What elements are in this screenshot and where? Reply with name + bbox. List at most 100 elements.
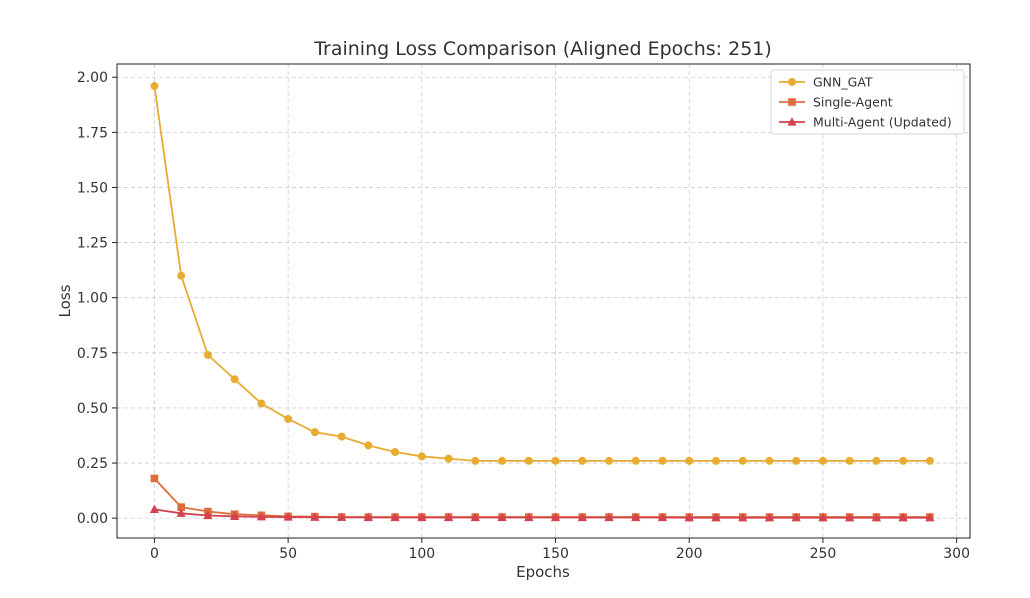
data-point [657, 512, 668, 522]
data-point [149, 504, 160, 513]
y-tick-label: 1.50 [77, 180, 108, 196]
data-point [310, 428, 319, 437]
series-line [153, 477, 930, 518]
data-point [363, 512, 373, 522]
data-point [711, 456, 720, 465]
plot-frame [116, 63, 971, 539]
legend-label: Multi-Agent (Updated) [813, 115, 952, 130]
data-point [176, 508, 186, 517]
data-point [765, 456, 774, 465]
data-point [283, 512, 293, 521]
series-line [154, 508, 930, 519]
data-point [471, 456, 480, 465]
legend-swatch-marker [788, 98, 796, 106]
data-point [631, 512, 641, 522]
x-axis-label: Epochs [516, 563, 570, 581]
legend: GNN_GAT Single-Agent Multi-Agent (Updated) [770, 69, 965, 135]
data-point [791, 512, 801, 522]
series-multi-agent-updated [149, 504, 935, 522]
data-point [203, 351, 212, 360]
data-point [230, 375, 239, 384]
data-point [150, 474, 159, 483]
data-point [818, 456, 827, 465]
x-tick-label: 250 [810, 546, 837, 562]
x-tick-label: 100 [408, 546, 435, 562]
data-point [498, 456, 507, 465]
data-point [284, 414, 293, 423]
data-point [364, 441, 373, 450]
data-point [444, 454, 453, 463]
series-gnn-gat [150, 82, 934, 465]
data-point [845, 456, 854, 465]
legend-swatch-marker [788, 78, 796, 86]
data-point [871, 512, 882, 522]
data-point [764, 512, 775, 522]
data-point [310, 512, 320, 521]
data-point [925, 512, 935, 522]
data-point [925, 456, 934, 465]
series-line [153, 85, 930, 462]
data-point [845, 512, 855, 522]
x-tick-label: 0 [150, 546, 159, 562]
series-single-agent [150, 474, 934, 521]
data-point [872, 456, 881, 465]
data-point [257, 399, 266, 408]
x-tick-label: 200 [676, 546, 703, 562]
data-point [150, 82, 159, 91]
y-tick-label: 1.75 [77, 125, 108, 141]
data-point [524, 456, 533, 465]
legend-item: GNN_GAT [779, 75, 873, 90]
data-point [417, 452, 426, 461]
data-point [577, 512, 587, 522]
data-point [256, 512, 266, 521]
data-point [631, 456, 640, 465]
legend-swatch-marker [787, 117, 797, 126]
data-point [390, 512, 400, 522]
data-point [551, 456, 560, 465]
chart-title: Training Loss Comparison (Aligned Epochs… [313, 38, 772, 60]
data-point [792, 456, 801, 465]
data-point [337, 512, 347, 521]
y-tick-label: 0.25 [77, 456, 108, 472]
data-point [711, 512, 721, 522]
data-point [470, 512, 480, 522]
x-tick-label: 300 [943, 546, 970, 562]
legend-label: GNN_GAT [813, 75, 873, 90]
y-tick-label: 0.75 [77, 346, 108, 362]
data-point [605, 456, 614, 465]
x-tick-label: 150 [542, 546, 569, 562]
data-point [685, 456, 694, 465]
y-tick-label: 1.00 [77, 291, 108, 307]
data-point [898, 512, 908, 522]
y-tick-label: 0.00 [77, 511, 108, 527]
legend-label: Single-Agent [813, 95, 893, 110]
y-axis-label: Loss [56, 284, 74, 317]
plot-series [149, 82, 935, 522]
y-tick-label: 0.50 [77, 401, 108, 417]
data-point [417, 512, 427, 522]
legend-item: Multi-Agent (Updated) [779, 115, 952, 130]
data-point [658, 456, 667, 465]
data-point [337, 432, 346, 441]
data-point [578, 456, 587, 465]
data-point [684, 512, 694, 522]
data-point [497, 512, 507, 522]
data-point [443, 512, 454, 522]
legend-item: Single-Agent [779, 95, 893, 110]
data-point [203, 510, 213, 520]
data-point [177, 271, 186, 280]
data-point [230, 511, 240, 520]
y-tick-label: 2.00 [77, 70, 108, 86]
y-tick-label: 1.25 [77, 236, 108, 252]
legend-box [770, 69, 965, 135]
data-point [524, 512, 534, 522]
grid [117, 64, 970, 538]
data-point [818, 512, 828, 522]
data-point [550, 512, 561, 522]
data-point [738, 456, 747, 465]
data-point [604, 512, 614, 522]
data-point [177, 503, 185, 511]
data-point [391, 448, 400, 457]
x-tick-label: 50 [279, 546, 297, 562]
